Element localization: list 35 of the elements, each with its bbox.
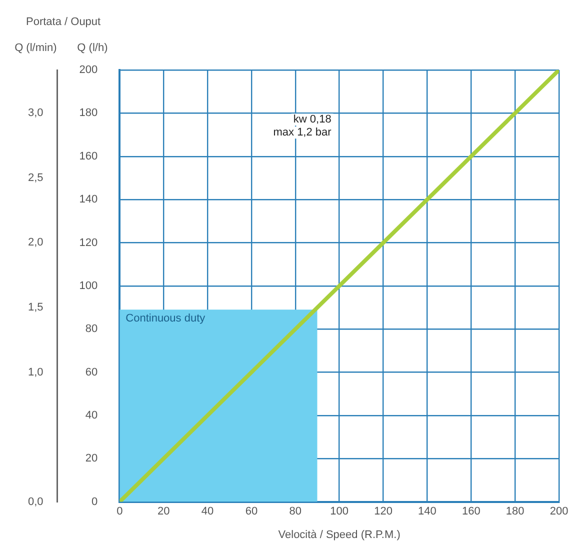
y2-tick-label: 1,0 [28,366,44,378]
y-tick-label: 40 [85,409,98,422]
series-label: Continuous duty [126,312,206,325]
y-tick-label: 160 [79,150,98,162]
x-tick-label: 180 [506,505,524,518]
annotation: kw 0,18 [293,114,332,126]
x-tick-label: 200 [550,505,568,518]
y-tick-label: 200 [79,64,98,76]
y2-tick-label: 0,0 [28,496,44,508]
y-tick-label: 100 [79,280,98,292]
y-tick-label: 140 [79,194,98,206]
y2-tick-label: 1,5 [28,302,44,314]
x-tick-label: 40 [201,505,214,518]
x-tick-label: 140 [418,505,436,518]
y2-tick-label: 2,0 [28,236,44,249]
y-tick-label: 120 [79,236,98,249]
y-tick-label: 180 [79,107,98,120]
x-tick-label: 160 [462,505,480,518]
x-tick-label: 0 [116,505,123,518]
x-tick-label: 60 [245,505,258,518]
y2-tick-label: 3,0 [28,107,44,120]
chart-title: Portata / Ouput [26,16,101,28]
annotation: max 1,2 bar [273,126,332,139]
y2-tick-label: 2,5 [28,172,44,184]
y2-axis-title: Q (l/min) [14,42,57,54]
x-tick-label: 20 [157,505,170,518]
x-axis-title: Velocità / Speed (R.P.M.) [278,529,400,542]
y-tick-label: 20 [85,452,98,465]
x-tick-label: 120 [374,505,392,518]
x-tick-label: 80 [289,505,302,518]
y-tick-label: 0 [92,496,98,508]
y-tick-label: 80 [85,323,98,336]
y-tick-label: 60 [85,366,98,378]
x-tick-label: 100 [330,505,348,518]
y-axis-title: Q (l/h) [77,42,108,54]
